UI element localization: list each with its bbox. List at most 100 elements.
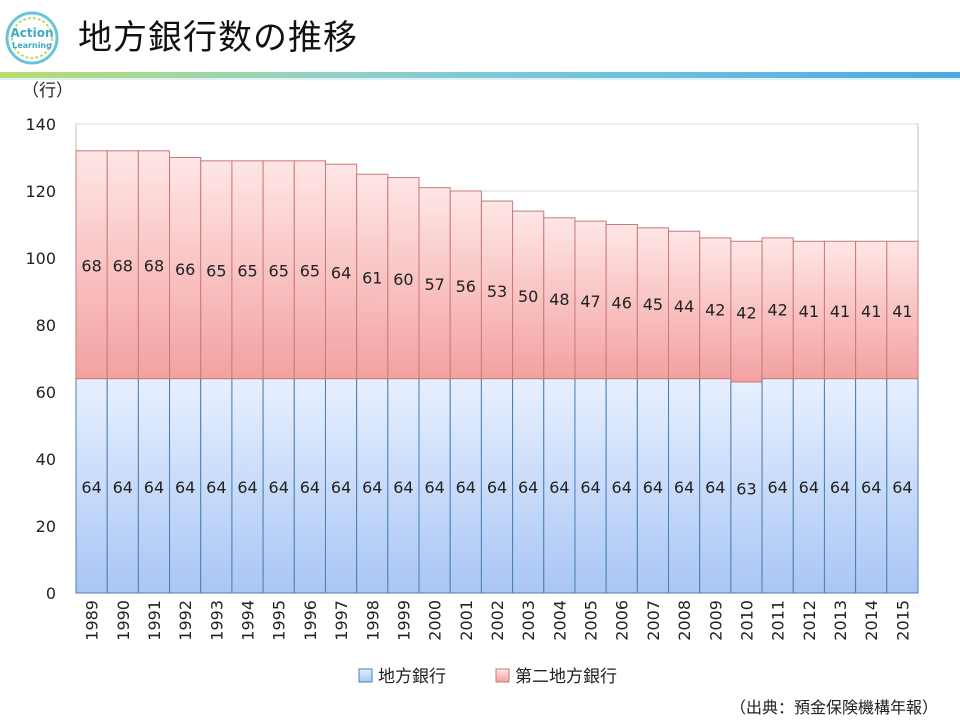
x-tick-label-2004: 2004 (550, 600, 569, 641)
y-tick-label: 60 (36, 383, 56, 402)
data-label-second-regional-2013: 41 (830, 302, 850, 321)
x-tick-label-2013: 2013 (831, 600, 850, 641)
data-label-regional-2015: 64 (892, 478, 912, 497)
legend-label-regional: 地方銀行 (378, 667, 446, 687)
x-tick-label-2001: 2001 (457, 600, 476, 641)
data-label-second-regional-2003: 50 (518, 287, 538, 306)
axes: 0 20 40 60 80 100 120 140 1989 1990 1991 1992 1993 19… (25, 115, 912, 641)
action-learning-logo: Action Learning (5, 11, 59, 65)
bar-second-regional-2009 (699, 237, 732, 380)
bar-second-regional-2011 (761, 237, 794, 380)
bar-second-regional-2007 (636, 227, 670, 380)
legend: 地方銀行 第二地方銀行 (358, 667, 617, 687)
bar-second-regional-2013 (823, 240, 857, 380)
data-label-regional-2000: 64 (424, 478, 444, 497)
x-tick-label-2003: 2003 (519, 600, 538, 641)
page-title: 地方銀行数の推移 (78, 18, 358, 58)
data-label-regional-1990: 64 (113, 478, 133, 497)
x-tick-label-2007: 2007 (644, 600, 663, 641)
data-label-second-regional-1991: 68 (144, 257, 164, 276)
bar-second-regional-2006 (605, 224, 638, 380)
data-label-second-regional-1998: 61 (362, 268, 382, 287)
data-label-second-regional-2000: 57 (424, 275, 444, 294)
x-tick-label-2011: 2011 (769, 600, 788, 641)
bar-second-regional-2002 (480, 200, 514, 380)
x-tick-label-1996: 1996 (301, 600, 320, 641)
data-label-regional-2014: 64 (861, 478, 881, 497)
data-label-second-regional-2011: 42 (767, 300, 787, 319)
data-label-second-regional-1995: 65 (269, 262, 289, 281)
bar-regional-2015 (886, 378, 919, 594)
data-label-regional-1998: 64 (362, 478, 382, 497)
data-label-regional-1994: 64 (237, 478, 257, 497)
data-label-second-regional-2007: 45 (643, 295, 663, 314)
bar-regional-1991 (137, 378, 171, 594)
header-divider-shadow (0, 78, 960, 80)
data-label-second-regional-1996: 65 (300, 262, 320, 281)
bar-regional-1993 (200, 378, 233, 594)
x-tick-label-2010: 2010 (737, 600, 756, 641)
data-label-second-regional-2001: 56 (456, 277, 476, 296)
data-label-regional-1992: 64 (175, 478, 195, 497)
y-tick-label: 0 (46, 584, 56, 603)
x-tick-label-2009: 2009 (706, 600, 725, 641)
data-label-second-regional-2006: 46 (612, 294, 632, 313)
bar-second-regional-1990 (106, 150, 139, 380)
bar-second-regional-2010 (730, 240, 763, 383)
bar-regional-2008 (668, 378, 701, 594)
bar-second-regional-2015 (886, 240, 919, 380)
data-label-regional-1997: 64 (331, 478, 351, 497)
data-label-second-regional-2004: 48 (549, 290, 569, 309)
x-tick-label-1998: 1998 (363, 600, 382, 641)
bar-second-regional-1993 (200, 160, 233, 380)
data-label-regional-2006: 64 (612, 478, 632, 497)
data-label-second-regional-1990: 68 (113, 257, 133, 276)
x-tick-label-2008: 2008 (675, 600, 694, 641)
bar-regional-1997 (324, 378, 358, 594)
y-tick-label: 100 (25, 249, 56, 268)
data-label-second-regional-2005: 47 (580, 292, 600, 311)
slide-header: Action Learning 地方銀行数の推移 (0, 0, 960, 80)
x-tick-label-2014: 2014 (862, 600, 881, 641)
bar-second-regional-1991 (137, 150, 171, 380)
x-tick-label-1995: 1995 (270, 600, 289, 641)
data-label-regional-2013: 64 (830, 478, 850, 497)
bar-second-regional-1999 (387, 177, 420, 380)
y-tick-label: 40 (36, 450, 56, 469)
x-tick-label-2002: 2002 (488, 600, 507, 641)
data-label-regional-2012: 64 (799, 478, 819, 497)
bar-second-regional-2012 (792, 240, 825, 380)
x-tick-label-1990: 1990 (114, 600, 133, 641)
x-tick-label-2005: 2005 (582, 600, 601, 641)
x-tick-label-2012: 2012 (800, 600, 819, 641)
data-label-second-regional-1993: 65 (206, 262, 226, 281)
data-label-regional-1989: 64 (81, 478, 101, 497)
legend-label-second-regional: 第二地方銀行 (515, 667, 617, 687)
data-label-regional-2008: 64 (674, 478, 694, 497)
logo-text-bottom: Learning (12, 41, 52, 50)
bar-regional-2010 (730, 381, 763, 594)
bar-second-regional-2008 (668, 230, 701, 380)
logo-text-top: Action (10, 26, 53, 40)
bars (75, 150, 919, 594)
bar-second-regional-1996 (293, 160, 326, 380)
data-label-regional-1993: 64 (206, 478, 226, 497)
bar-regional-1996 (293, 378, 326, 594)
bar-regional-2014 (855, 378, 888, 594)
data-label-second-regional-1992: 66 (175, 260, 195, 279)
bar-regional-2001 (449, 378, 482, 594)
bar-regional-2002 (480, 378, 514, 594)
bar-second-regional-2005 (574, 220, 607, 380)
bar-regional-2000 (418, 378, 451, 594)
data-label-regional-2004: 64 (549, 478, 569, 497)
bar-second-regional-2004 (543, 217, 576, 380)
bar-regional-2009 (699, 378, 732, 594)
data-label-second-regional-1999: 60 (393, 270, 413, 289)
data-label-regional-2001: 64 (456, 478, 476, 497)
x-tick-label-1989: 1989 (83, 600, 102, 641)
x-tick-label-2000: 2000 (426, 600, 445, 641)
data-label-regional-2011: 64 (767, 478, 787, 497)
y-tick-label: 120 (25, 182, 56, 201)
data-label-second-regional-1994: 65 (237, 262, 257, 281)
data-label-regional-2003: 64 (518, 478, 538, 497)
